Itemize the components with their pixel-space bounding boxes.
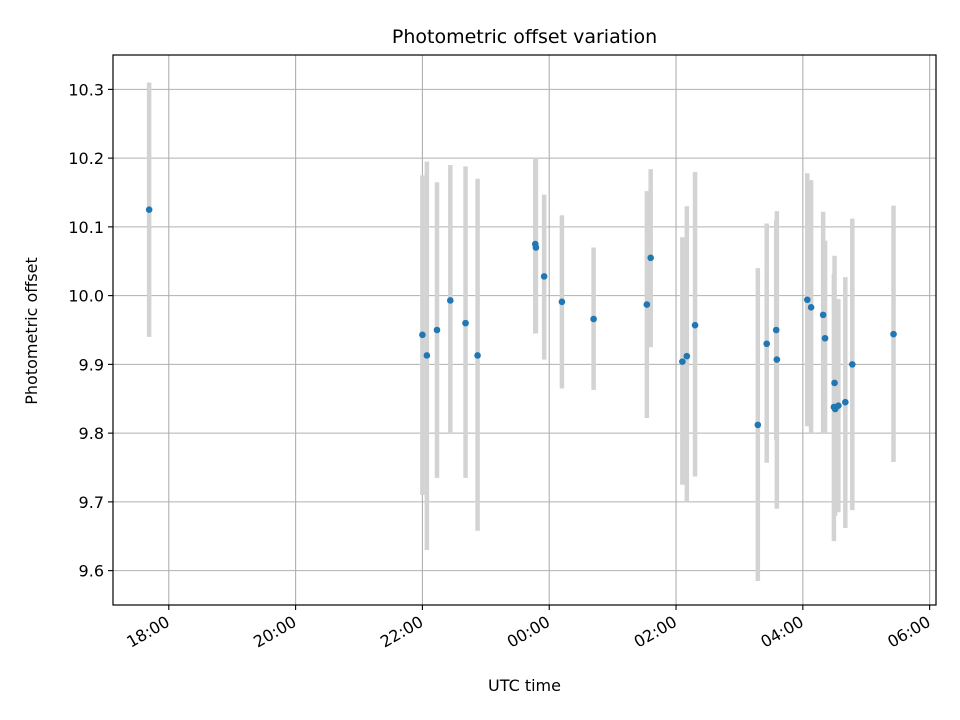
data-point: [540, 273, 548, 280]
y-tick-label: 10.2: [68, 149, 104, 168]
axes-frame: [112, 54, 937, 606]
data-point: [691, 321, 699, 329]
y-tick-label: 9.9: [79, 355, 104, 374]
data-point: [532, 244, 540, 251]
data-point: [433, 326, 441, 334]
data-point: [754, 421, 762, 429]
grid-lines: [113, 55, 936, 605]
data-point: [842, 398, 849, 406]
data-point: [447, 297, 454, 304]
data-point: [835, 402, 842, 409]
y-axis-label: Photometric offset: [22, 257, 41, 405]
data-point: [462, 319, 469, 327]
data-point: [831, 379, 838, 387]
data-point: [819, 311, 827, 319]
chart-title: Photometric offset variation: [392, 26, 657, 48]
y-tick-label: 9.6: [79, 562, 104, 581]
data-point: [590, 315, 597, 323]
y-tick-label: 9.8: [79, 424, 104, 443]
y-tick-label: 10.1: [68, 218, 104, 237]
data-point: [643, 301, 651, 308]
data-point: [763, 340, 771, 348]
y-tick-label: 10.3: [68, 80, 104, 99]
data-point: [821, 334, 829, 342]
y-tick-label: 9.7: [79, 493, 104, 512]
x-axis-label: UTC time: [488, 676, 561, 695]
data-point: [679, 358, 686, 365]
data-point: [145, 206, 153, 213]
data-point: [558, 298, 566, 306]
data-point: [849, 361, 856, 368]
data-point: [773, 356, 781, 363]
y-axis: 9.6 9.7 9.8 9.9 10.0 10.1 10.2 10.3: [68, 80, 113, 581]
data-points: [145, 206, 897, 429]
y-tick-label: 10.0: [68, 287, 104, 306]
data-point: [683, 352, 691, 360]
data-point: [647, 254, 654, 262]
plot-area: [112, 54, 937, 606]
data-point: [419, 331, 426, 339]
data-point: [807, 304, 815, 311]
data-point: [423, 352, 431, 359]
data-point: [474, 352, 481, 359]
data-point: [890, 330, 897, 338]
data-point: [772, 326, 780, 334]
data-point: [803, 296, 811, 304]
